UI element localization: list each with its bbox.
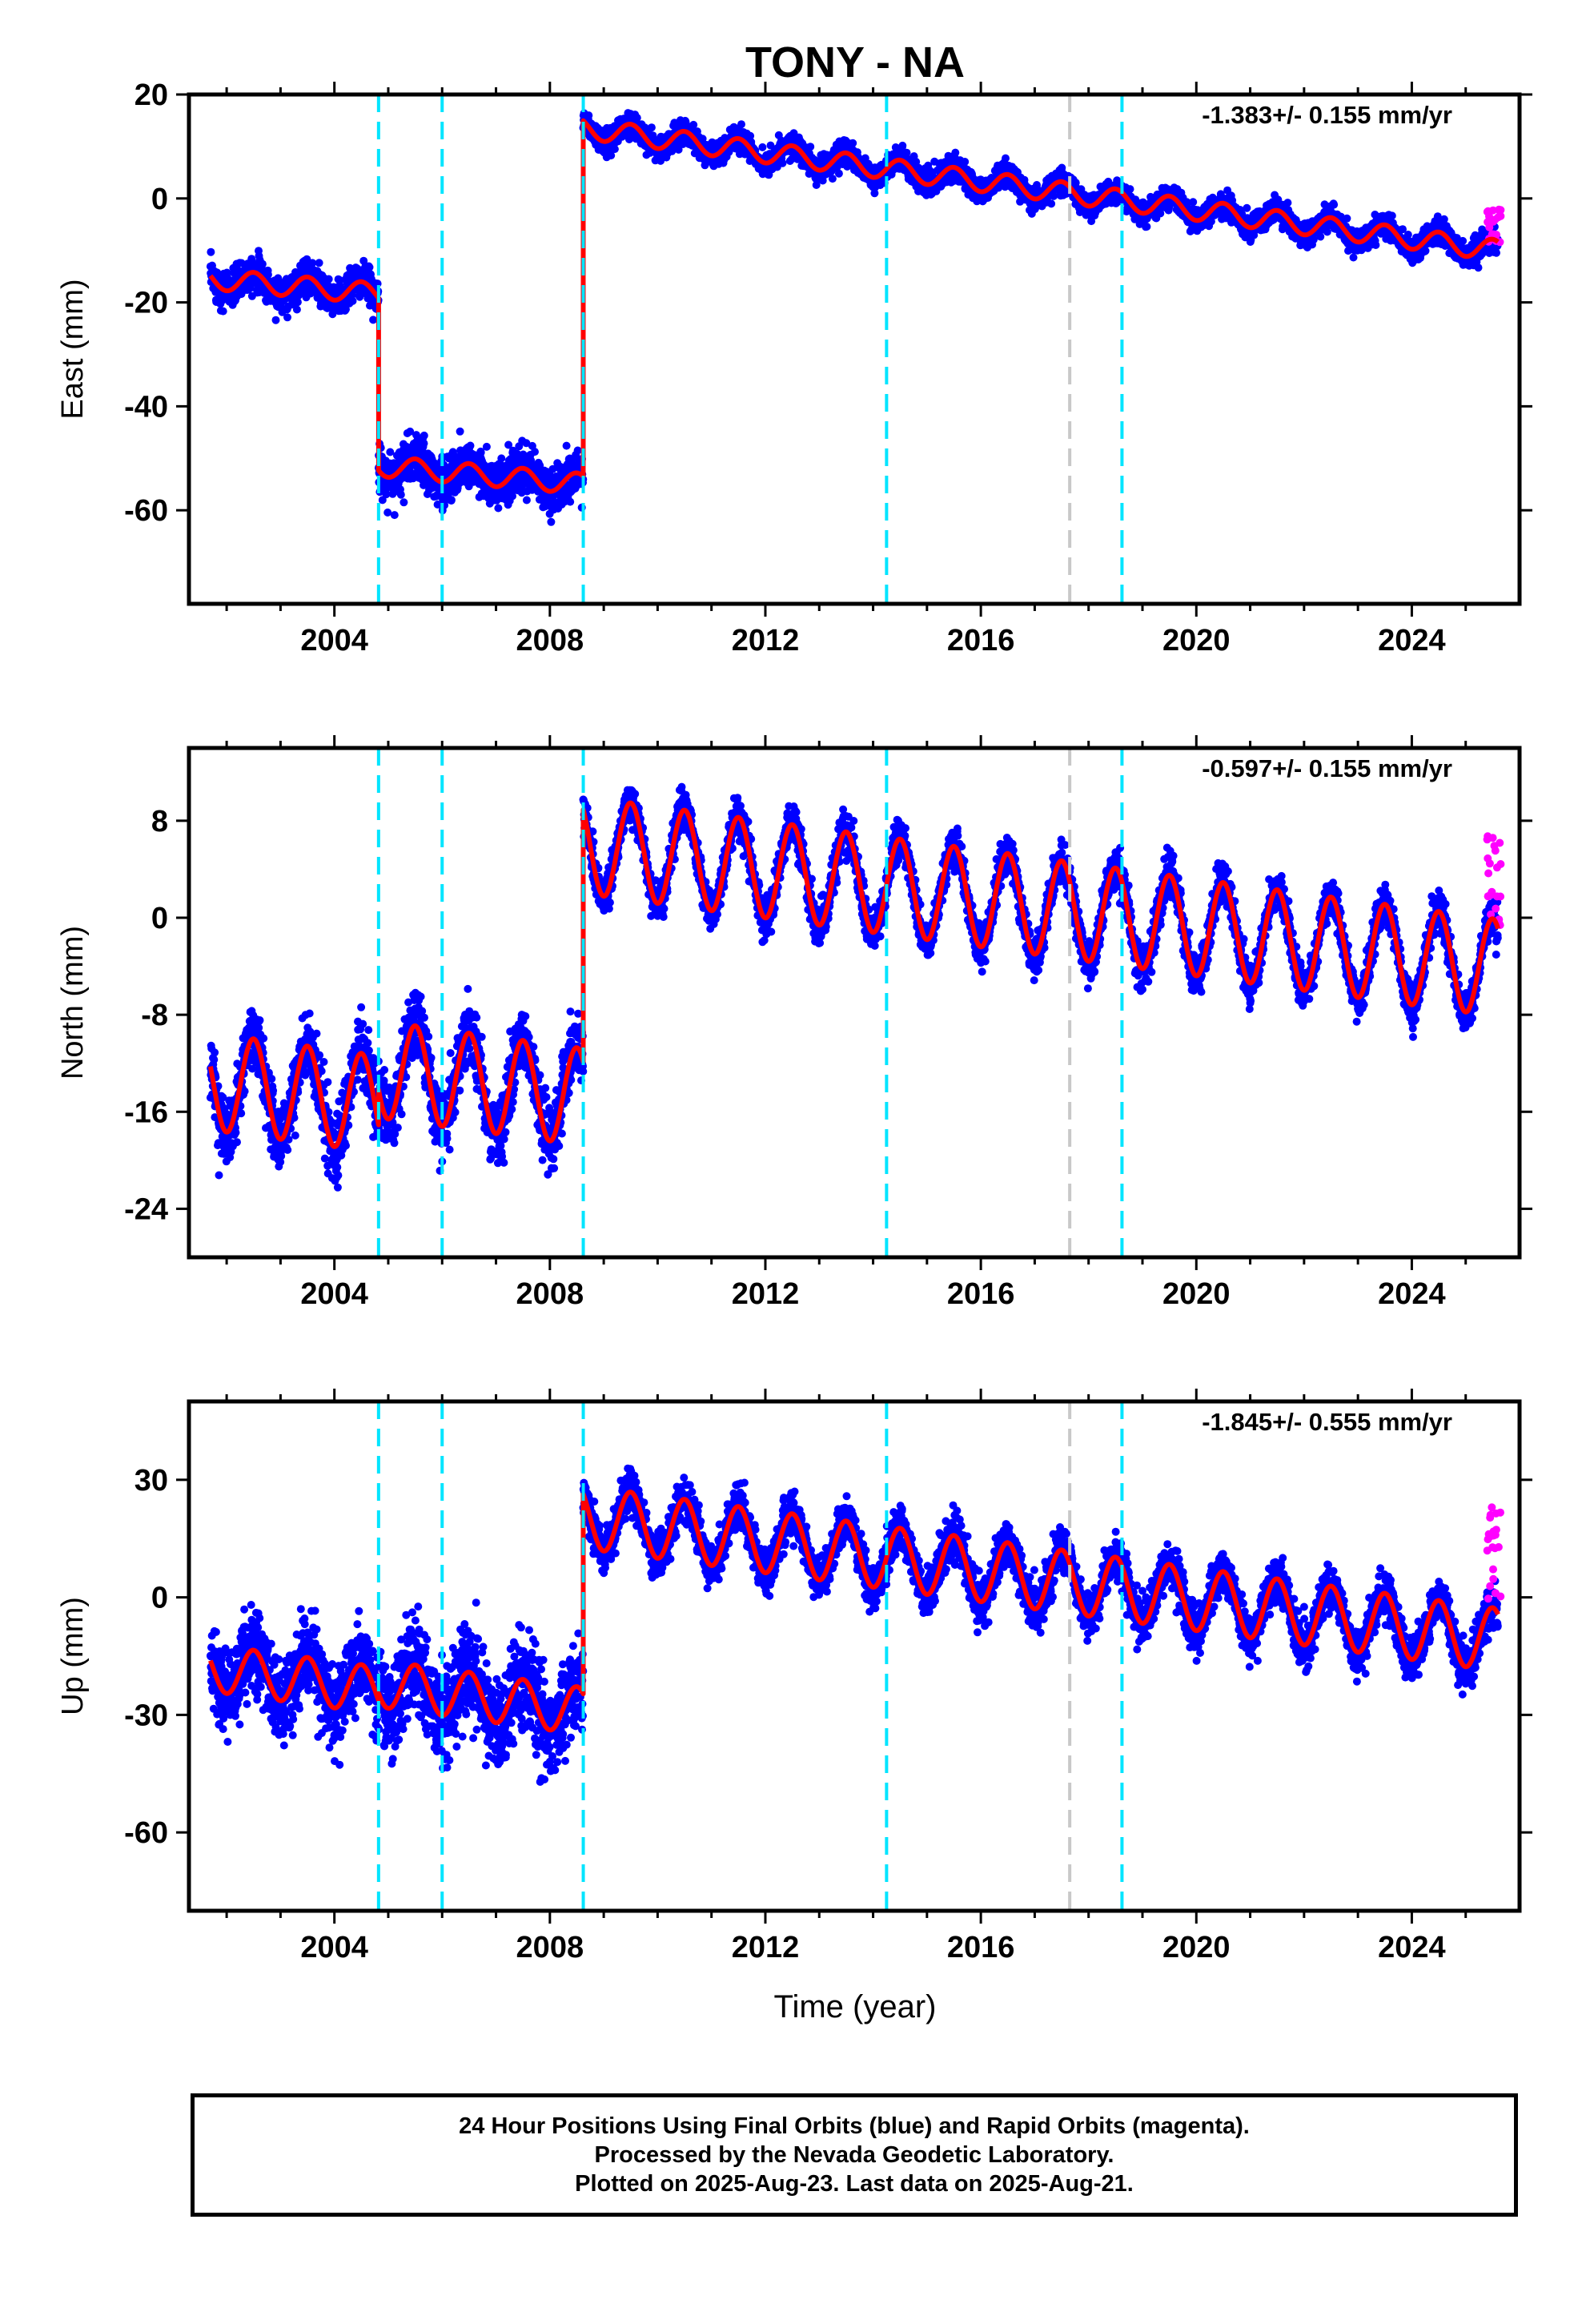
data-point <box>400 498 408 507</box>
data-point <box>346 263 355 272</box>
data-point <box>562 441 571 450</box>
data-point <box>466 441 475 450</box>
data-point <box>778 159 787 167</box>
data-point <box>961 158 970 166</box>
data-point <box>1189 198 1198 207</box>
data-point <box>476 448 485 456</box>
chart-panel-east: 2004 2008 2012 2016 2020 2024200-20-40-60East… <box>56 38 1532 657</box>
data-point <box>315 259 323 267</box>
data-point <box>632 114 641 123</box>
data-point <box>737 120 745 129</box>
data-point <box>271 316 280 324</box>
data-point <box>456 427 464 436</box>
data-point <box>508 492 516 501</box>
data-point <box>369 316 378 324</box>
data-point <box>898 141 907 150</box>
data-point <box>219 307 227 316</box>
data-point <box>386 448 395 456</box>
data-point <box>504 440 513 449</box>
data-point <box>806 143 815 151</box>
data-point <box>902 148 911 157</box>
data-point <box>647 123 656 132</box>
data-point <box>849 139 857 147</box>
data-point <box>1142 223 1151 231</box>
data-point <box>383 509 392 517</box>
data-point <box>382 490 391 499</box>
data-point <box>548 464 557 473</box>
data-point <box>258 259 267 268</box>
data-point <box>396 490 405 499</box>
data-point <box>308 259 317 267</box>
data-point <box>324 275 333 283</box>
data-point <box>482 442 491 451</box>
data-point <box>494 504 503 513</box>
data-point <box>420 439 428 448</box>
data-point <box>834 169 843 178</box>
data-point <box>447 496 456 505</box>
data-point <box>378 496 387 505</box>
data-point <box>1047 199 1056 208</box>
data-point <box>566 497 575 506</box>
data-point <box>522 439 531 448</box>
data-point <box>828 175 837 183</box>
data-point <box>497 454 506 463</box>
data-point <box>536 461 544 470</box>
data-point <box>1126 185 1134 194</box>
data-point <box>584 111 593 120</box>
data-point <box>531 448 539 456</box>
data-point <box>365 263 374 271</box>
data-point <box>758 143 767 151</box>
data-point <box>293 298 302 307</box>
data-point <box>420 431 428 440</box>
data-point <box>573 446 582 455</box>
data-point <box>433 501 442 509</box>
data-point <box>348 296 357 305</box>
data-point <box>390 511 399 520</box>
data-point <box>951 148 960 157</box>
data-point <box>522 496 531 505</box>
data-point <box>406 427 415 436</box>
plot-area <box>206 109 1505 526</box>
data-point <box>283 313 291 322</box>
data-point <box>263 270 272 279</box>
data-point <box>547 517 556 526</box>
data-point <box>292 305 301 314</box>
data-point <box>207 247 215 256</box>
data-point <box>1002 154 1010 163</box>
